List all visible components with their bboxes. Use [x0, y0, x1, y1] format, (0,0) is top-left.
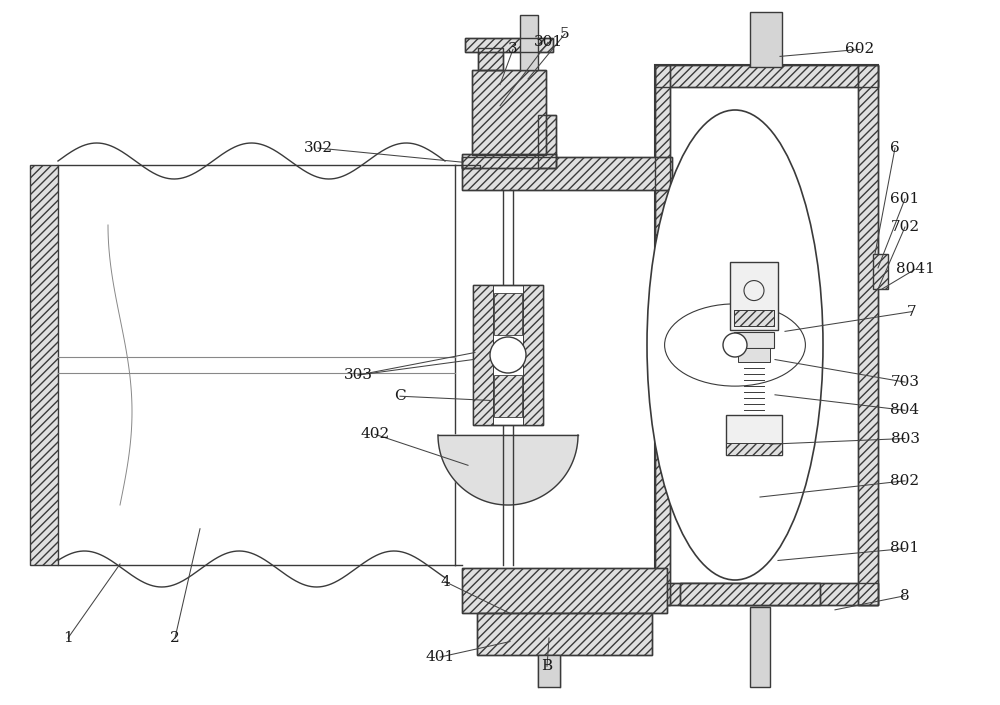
Bar [462, 157, 672, 190]
Polygon shape [438, 435, 578, 505]
Text: 702: 702 [890, 220, 920, 234]
Circle shape [490, 337, 526, 373]
Bar [538, 115, 556, 168]
Bar [655, 65, 878, 87]
Bar [462, 157, 672, 190]
Bar [680, 583, 820, 605]
Bar [750, 607, 770, 687]
Bar [478, 48, 503, 70]
Bar [538, 115, 556, 168]
Bar [734, 332, 774, 348]
Bar [494, 293, 522, 335]
Bar [473, 285, 543, 425]
Bar [734, 310, 774, 326]
Bar [680, 583, 820, 605]
Text: 802: 802 [890, 474, 920, 488]
Bar [750, 12, 782, 67]
Text: 8: 8 [900, 589, 910, 603]
Bar [462, 154, 556, 168]
Ellipse shape [647, 110, 823, 580]
Bar [738, 348, 770, 362]
Bar [473, 285, 493, 425]
Bar [462, 568, 667, 613]
Bar [538, 655, 560, 687]
Bar [523, 285, 543, 425]
Text: 601: 601 [890, 192, 920, 206]
Bar [655, 65, 670, 605]
Bar [873, 254, 888, 289]
Text: 803: 803 [891, 431, 920, 446]
Text: 3: 3 [508, 42, 518, 56]
Bar [462, 165, 480, 168]
Text: 602: 602 [845, 42, 875, 56]
Bar [478, 48, 503, 70]
Text: 4: 4 [440, 575, 450, 589]
Text: 6: 6 [890, 141, 900, 155]
Bar [473, 285, 543, 425]
Text: 402: 402 [360, 427, 390, 441]
Bar [655, 583, 878, 605]
Text: 801: 801 [890, 541, 920, 556]
Bar [477, 613, 652, 655]
Bar [494, 375, 522, 417]
Bar [726, 443, 782, 455]
Bar [472, 70, 546, 155]
Bar [30, 165, 58, 565]
Text: 2: 2 [170, 631, 180, 645]
Text: 7: 7 [907, 305, 917, 319]
Bar [520, 15, 538, 70]
Bar [858, 65, 878, 605]
Text: 302: 302 [303, 141, 333, 155]
Text: 5: 5 [560, 27, 570, 41]
Text: 303: 303 [344, 368, 372, 382]
Bar [655, 65, 878, 605]
Bar [655, 65, 878, 87]
Bar [730, 262, 778, 330]
Bar [655, 65, 670, 605]
Text: B: B [541, 659, 553, 673]
Bar [462, 154, 556, 168]
Text: 301: 301 [533, 35, 563, 49]
Bar [465, 38, 553, 52]
Text: C: C [394, 389, 406, 403]
Bar [462, 568, 667, 613]
Bar [734, 310, 774, 326]
Text: 804: 804 [890, 403, 920, 417]
Text: 703: 703 [891, 375, 920, 389]
Circle shape [723, 333, 747, 357]
Text: 8041: 8041 [896, 262, 934, 276]
Bar [655, 583, 878, 605]
Bar [477, 613, 652, 655]
Text: 1: 1 [63, 631, 73, 645]
Bar [858, 65, 878, 605]
Bar [472, 70, 546, 155]
Bar [465, 38, 553, 52]
Text: 401: 401 [425, 650, 455, 664]
Bar [462, 165, 480, 168]
Bar [726, 415, 782, 455]
